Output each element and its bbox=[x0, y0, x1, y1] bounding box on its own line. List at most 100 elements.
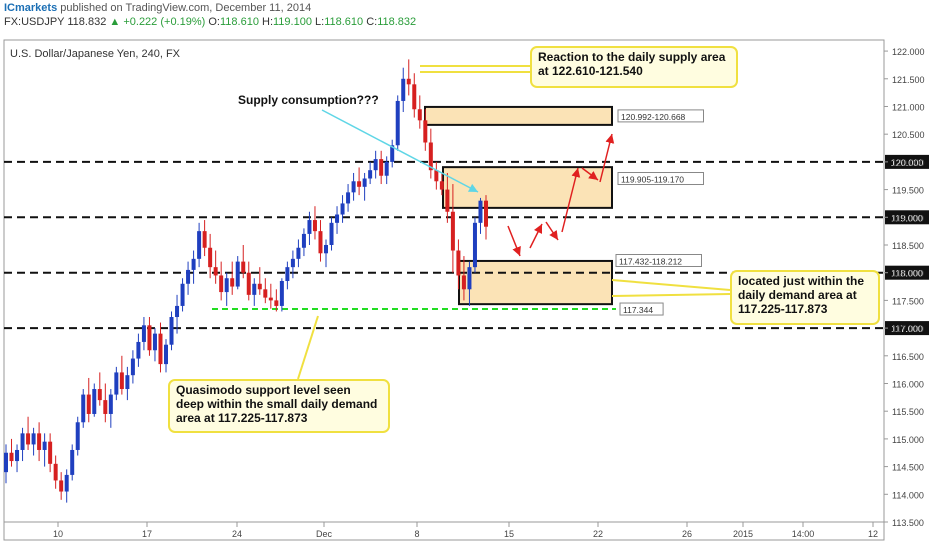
candle-body bbox=[70, 449, 75, 475]
candle-body bbox=[384, 161, 389, 176]
red-projection-arrow bbox=[561, 167, 581, 233]
open-label: O: bbox=[208, 16, 220, 28]
candle-body bbox=[312, 220, 317, 232]
candle-body bbox=[307, 220, 312, 234]
candle-body bbox=[379, 159, 384, 176]
candle-body bbox=[241, 261, 246, 273]
chart-header-publisher: ICmarkets published on TradingView.com, … bbox=[4, 2, 311, 14]
annotation-connector bbox=[611, 279, 731, 291]
symbol[interactable]: FX:USDJPY bbox=[4, 16, 65, 28]
x-tick-label: 24 bbox=[232, 529, 242, 539]
candle-body bbox=[423, 120, 428, 143]
y-tick-label: 117.500 bbox=[892, 296, 924, 306]
candle-body bbox=[114, 372, 119, 395]
zone-label: 120.992-120.668 bbox=[621, 112, 686, 122]
candle-body bbox=[290, 258, 295, 268]
candle-body bbox=[130, 358, 135, 376]
supply-demand-zone bbox=[458, 259, 613, 306]
y-tick-label: 121.500 bbox=[892, 75, 925, 85]
candle-body bbox=[75, 422, 80, 450]
y-tick-label: 120.000 bbox=[892, 158, 925, 168]
level-badge-label: 117.000 bbox=[891, 324, 923, 334]
zone-label: 119.905-119.170 bbox=[621, 175, 684, 185]
candle-body bbox=[9, 452, 14, 462]
candle-body bbox=[97, 389, 102, 401]
y-tick-label: 119.500 bbox=[892, 186, 924, 196]
cyan-pointer-arrow bbox=[321, 109, 479, 193]
x-tick-label: Dec bbox=[316, 529, 333, 539]
candle-body bbox=[235, 261, 240, 287]
candle-body bbox=[224, 278, 229, 293]
red-projection-arrow bbox=[599, 133, 615, 183]
candle-body bbox=[346, 192, 351, 204]
price-change: +0.222 (+0.19%) bbox=[123, 16, 206, 28]
candle-body bbox=[219, 275, 224, 293]
zone-label-box bbox=[619, 302, 664, 316]
supply-demand-zone bbox=[424, 105, 613, 126]
y-tick-label: 119.000 bbox=[892, 213, 924, 223]
zone-label-box bbox=[617, 172, 704, 186]
y-tick-label: 114.000 bbox=[892, 490, 924, 500]
candle-body bbox=[230, 278, 235, 287]
y-tick-label: 115.000 bbox=[892, 435, 924, 445]
level-badge-label: 120.000 bbox=[891, 158, 924, 168]
candle-body bbox=[141, 325, 146, 342]
candle-body bbox=[252, 283, 257, 295]
publisher-name[interactable]: ICmarkets bbox=[4, 2, 58, 14]
up-arrow-icon: ▲ bbox=[109, 16, 121, 28]
candle-body bbox=[191, 258, 196, 270]
candle-body bbox=[395, 100, 400, 146]
x-tick-label: 10 bbox=[53, 529, 63, 539]
candle-body bbox=[158, 333, 163, 365]
candle-body bbox=[456, 250, 461, 276]
x-tick-label: 15 bbox=[504, 529, 514, 539]
candle-body bbox=[478, 200, 483, 223]
y-tick-label: 116.500 bbox=[892, 352, 924, 362]
low-label: L: bbox=[315, 16, 325, 28]
annotation-supply-consumption: Supply consumption??? bbox=[238, 93, 379, 107]
candle-body bbox=[64, 474, 69, 492]
candle-body bbox=[180, 283, 185, 306]
x-tick-label: 8 bbox=[414, 529, 419, 539]
candle-body bbox=[373, 159, 378, 171]
candle-body bbox=[202, 231, 207, 248]
annotation-demand-note: located just within the daily demand are… bbox=[730, 270, 880, 325]
candle-body bbox=[15, 449, 20, 462]
level-badge-label: 119.000 bbox=[891, 213, 923, 223]
candle-body bbox=[81, 394, 86, 423]
candle-body bbox=[401, 78, 406, 101]
level-badge bbox=[885, 265, 929, 280]
y-tick-label: 113.500 bbox=[892, 518, 924, 528]
annotation-quasimodo-note: Quasimodo support level seen deep within… bbox=[168, 379, 390, 433]
y-tick-label: 118.000 bbox=[892, 269, 924, 279]
candle-body bbox=[445, 189, 450, 212]
candle-body bbox=[42, 441, 47, 450]
annotation-connector bbox=[297, 315, 319, 380]
candle-body bbox=[108, 394, 113, 414]
annotation-connector bbox=[611, 293, 731, 297]
candle-body bbox=[213, 267, 218, 276]
y-tick-label: 115.500 bbox=[892, 407, 924, 417]
close-label: C: bbox=[366, 16, 378, 28]
candle-body bbox=[186, 269, 191, 284]
candle-body bbox=[279, 281, 284, 306]
candle-body bbox=[335, 214, 340, 223]
x-tick-label: 14:00 bbox=[792, 529, 815, 539]
candle-body bbox=[340, 203, 345, 215]
x-tick-label: 22 bbox=[593, 529, 603, 539]
candle-body bbox=[37, 433, 42, 450]
y-tick-label: 118.500 bbox=[892, 241, 924, 251]
candle-body bbox=[26, 433, 31, 445]
candle-body bbox=[368, 170, 373, 179]
candle-body bbox=[257, 283, 262, 290]
level-badge bbox=[885, 210, 929, 225]
candle-body bbox=[467, 267, 472, 290]
candle-body bbox=[450, 211, 455, 251]
candle-body bbox=[48, 441, 53, 464]
candle-body bbox=[357, 181, 362, 187]
red-projection-arrow bbox=[529, 223, 543, 249]
red-projection-arrow bbox=[545, 221, 559, 241]
zone-label-box bbox=[615, 254, 702, 268]
chart-header-quote: FX:USDJPY 118.832 ▲ +0.222 (+0.19%) O:11… bbox=[4, 16, 416, 28]
